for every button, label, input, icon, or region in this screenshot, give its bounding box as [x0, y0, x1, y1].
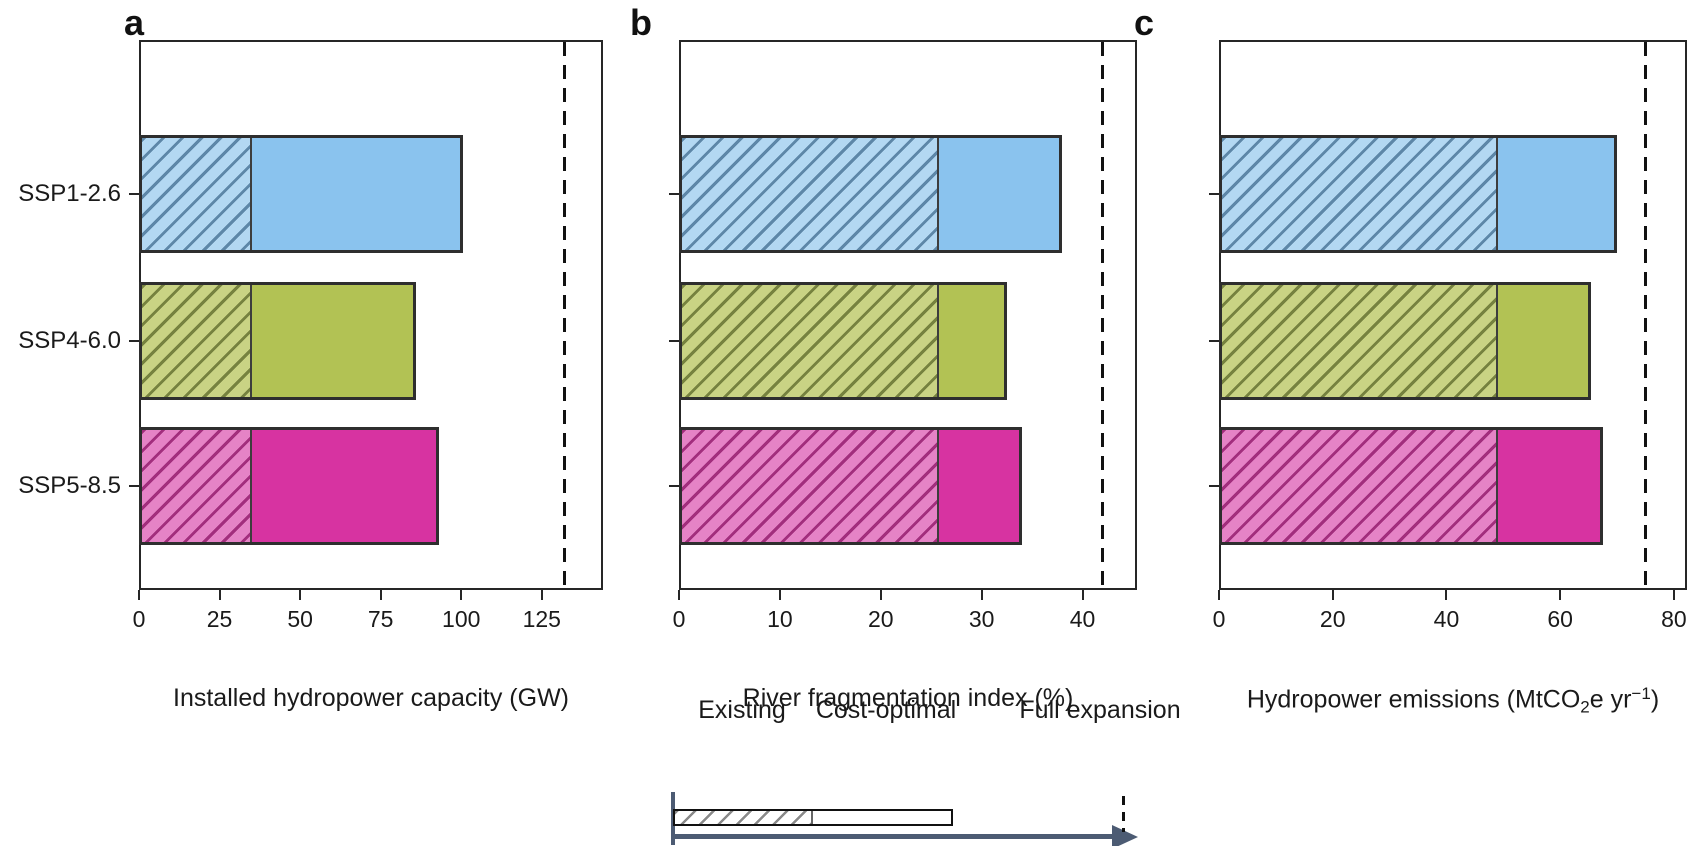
x-axis-title-part: e yr	[1589, 685, 1632, 714]
y-category-label: SSP4-6.0	[18, 327, 121, 354]
y-tick	[1209, 340, 1219, 342]
bar-a-SSP4-6.0	[139, 282, 417, 400]
y-tick	[669, 485, 679, 487]
bar-existing-segment	[682, 430, 940, 542]
y-tick	[129, 485, 139, 487]
legend-sample-bar	[673, 809, 953, 826]
bar-cost-optimal-segment	[251, 430, 436, 542]
x-tick	[678, 590, 680, 600]
legend-full-expansion-arrow-line	[673, 834, 1116, 839]
x-tick	[138, 590, 140, 600]
legend-label-existing: Existing	[698, 696, 786, 724]
bar-existing-segment	[142, 138, 252, 250]
bar-existing-segment	[1222, 285, 1498, 397]
x-tick-label: 0	[672, 606, 686, 632]
x-tick	[879, 590, 882, 600]
x-tick	[1218, 590, 1220, 600]
x-tick-label: 125	[522, 606, 561, 632]
legend-full-expansion-dashed-line	[1122, 796, 1125, 832]
x-axis-title-c: Hydropower emissions (MtCO2e yr−1)	[1247, 684, 1659, 717]
y-tick	[669, 340, 679, 342]
bar-cost-optimal-segment	[251, 285, 414, 397]
bar-cost-optimal-segment	[1497, 138, 1615, 250]
x-tick-label: 0	[1212, 606, 1226, 632]
full-expansion-line-a	[562, 42, 566, 588]
x-tick-label: 75	[367, 606, 394, 632]
bar-existing-segment	[142, 430, 252, 542]
x-axis-title-part: River fragmentation index (%)	[742, 684, 1074, 712]
x-tick	[1331, 590, 1334, 600]
legend-label-cost-optimal: Cost-optimal	[815, 696, 957, 724]
bar-c-SSP4-6.0	[1219, 282, 1592, 400]
legend-cost-optimal-swatch	[813, 811, 951, 824]
full-expansion-line-c	[1643, 42, 1647, 588]
y-tick	[129, 340, 139, 342]
x-tick	[460, 590, 463, 600]
x-tick	[1081, 590, 1084, 600]
x-tick-label: 100	[442, 606, 481, 632]
x-tick	[218, 590, 221, 600]
bar-existing-segment	[682, 138, 940, 250]
full-expansion-line-b	[1101, 42, 1105, 588]
y-category-label: SSP5-8.5	[18, 472, 121, 499]
y-tick	[129, 193, 139, 195]
bar-b-SSP4-6.0	[679, 282, 1007, 400]
legend-existing-swatch	[675, 811, 813, 824]
bar-cost-optimal-segment	[939, 138, 1060, 250]
x-tick-label: 20	[1319, 606, 1346, 632]
x-tick-label: 25	[206, 606, 233, 632]
bar-existing-segment	[682, 285, 940, 397]
panel-letter-a: a	[124, 2, 145, 43]
x-axis-title-part: −1	[1631, 684, 1651, 703]
legend-label-full-expansion: Full expansion	[1019, 696, 1181, 724]
panel-letter-b: b	[630, 2, 652, 43]
x-axis-title-a: Installed hydropower capacity (GW)	[173, 684, 569, 713]
bar-existing-segment	[142, 285, 252, 397]
x-tick	[1559, 590, 1562, 600]
bar-existing-segment	[1222, 430, 1498, 542]
x-axis-title-b: River fragmentation index (%)	[743, 684, 1074, 713]
y-category-label: SSP1-2.6	[18, 180, 121, 207]
bar-a-SSP5-8.5	[139, 427, 439, 545]
y-tick	[1209, 193, 1219, 195]
x-tick	[540, 590, 543, 600]
x-axis-title-part: Installed hydropower capacity (GW)	[173, 684, 569, 712]
y-tick	[669, 193, 679, 195]
x-tick-label: 40	[1069, 606, 1096, 632]
x-tick-label: 20	[867, 606, 894, 632]
x-axis-title-part: Hydropower emissions (MtCO	[1246, 685, 1581, 714]
bar-cost-optimal-segment	[1497, 285, 1589, 397]
x-tick	[1445, 590, 1448, 600]
x-tick-label: 60	[1547, 606, 1573, 632]
panel-letter-c: c	[1134, 2, 1155, 43]
x-tick-label: 30	[968, 606, 995, 632]
bar-cost-optimal-segment	[939, 285, 1004, 397]
x-axis-title-part: )	[1650, 685, 1660, 714]
x-tick-label: 0	[132, 606, 146, 632]
x-tick	[299, 590, 302, 600]
x-tick-label: 10	[767, 606, 793, 632]
bar-cost-optimal-segment	[1497, 430, 1600, 542]
bar-c-SSP5-8.5	[1219, 427, 1603, 545]
bar-a-SSP1-2.6	[139, 135, 463, 253]
bar-b-SSP1-2.6	[679, 135, 1063, 253]
x-tick-label: 50	[287, 606, 313, 632]
x-tick-label: 40	[1433, 606, 1460, 632]
x-axis-title-part: 2	[1580, 697, 1590, 717]
bar-c-SSP1-2.6	[1219, 135, 1618, 253]
x-tick	[778, 590, 781, 600]
x-tick	[980, 590, 983, 600]
y-tick	[1209, 485, 1219, 487]
x-tick	[1672, 590, 1675, 600]
bar-cost-optimal-segment	[939, 430, 1019, 542]
x-tick	[379, 590, 382, 600]
legend-arrow-head-icon	[1112, 825, 1138, 846]
x-tick-label: 80	[1661, 606, 1687, 632]
bar-existing-segment	[1222, 138, 1498, 250]
bar-b-SSP5-8.5	[679, 427, 1022, 545]
bar-cost-optimal-segment	[251, 138, 460, 250]
